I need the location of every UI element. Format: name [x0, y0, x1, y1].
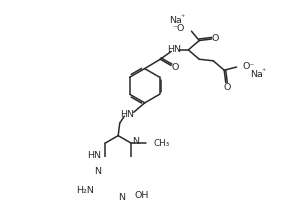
Text: HN: HN	[121, 110, 134, 119]
Text: N: N	[132, 137, 139, 146]
Text: ⁺: ⁺	[262, 67, 266, 76]
Text: N: N	[94, 167, 101, 176]
Text: ⁺: ⁺	[181, 13, 185, 22]
Text: O: O	[224, 83, 231, 92]
Text: N: N	[118, 194, 125, 202]
Text: HN: HN	[167, 45, 181, 54]
Text: O: O	[171, 63, 179, 72]
Text: Na: Na	[169, 16, 182, 25]
Text: O⁻: O⁻	[243, 62, 255, 71]
Text: ⁻O: ⁻O	[173, 24, 185, 33]
Text: O: O	[212, 35, 219, 43]
Text: H₂N: H₂N	[77, 186, 95, 195]
Text: HN: HN	[87, 151, 101, 160]
Text: Na: Na	[251, 70, 263, 79]
Text: CH₃: CH₃	[153, 139, 170, 147]
Text: OH: OH	[134, 191, 149, 200]
